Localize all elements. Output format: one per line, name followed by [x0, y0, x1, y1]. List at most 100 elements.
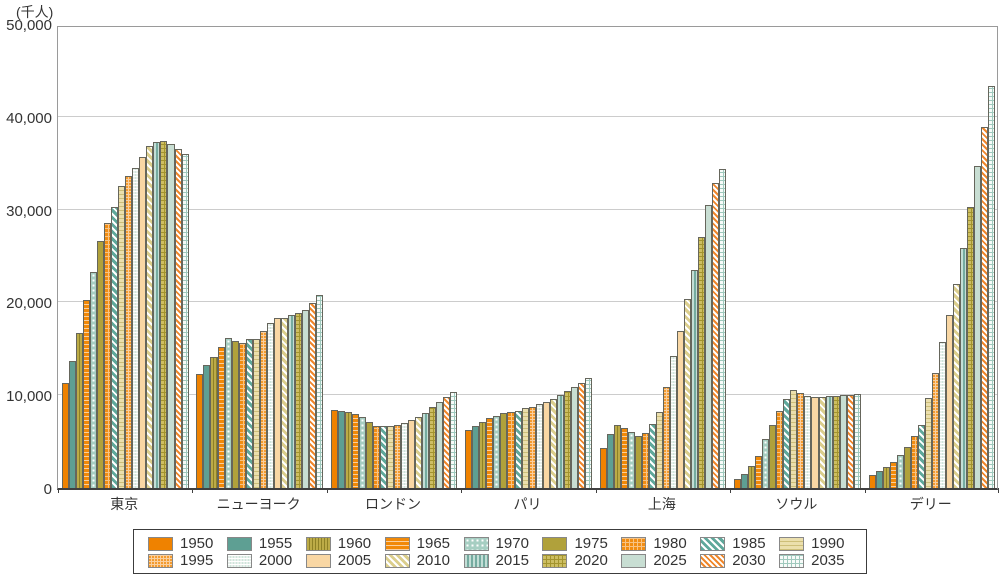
bar-デリー-1980	[910, 436, 918, 488]
bar-パリ-1950	[465, 430, 473, 488]
bar-ロンドン-1955	[337, 411, 345, 488]
legend-label: 2035	[811, 551, 845, 569]
bar-group	[865, 27, 999, 488]
legend: 1950 1955 1960 1965 1970 1975 1980 1985 1990 1995…	[133, 529, 867, 574]
bar-ニューヨーク-1955	[203, 365, 211, 488]
bar-上海-2005	[677, 331, 685, 488]
bar-上海-1970	[627, 432, 635, 488]
bar-東京-1990	[118, 186, 126, 488]
bar-ニューヨーク-1950	[196, 374, 204, 488]
bar-東京-2035	[181, 154, 189, 488]
bar-ニューヨーク-1965	[217, 347, 225, 488]
bar-ニューヨーク-1975	[231, 341, 239, 488]
bar-ソウル-2030	[846, 395, 854, 488]
bar-ロンドン-1990	[387, 426, 395, 488]
bar-パリ-2000	[535, 404, 543, 488]
legend-swatch-1995	[148, 553, 173, 568]
bar-ロンドン-1950	[330, 410, 338, 488]
legend-label: 1995	[180, 551, 214, 569]
bar-ソウル-2025	[839, 395, 847, 488]
bar-ニューヨーク-1990	[252, 339, 260, 488]
bar-ソウル-1960	[748, 466, 756, 488]
legend-item-1960: 1960	[305, 535, 385, 552]
legend-label: 2020	[574, 551, 608, 569]
bar-上海-2025	[705, 205, 713, 488]
x-axis-tick	[192, 488, 194, 493]
bar-ロンドン-1980	[373, 426, 381, 488]
bar-group	[461, 27, 595, 488]
legend-label: 2030	[732, 551, 766, 569]
bar-ソウル-2010	[818, 397, 826, 488]
bar-ロンドン-1970	[358, 417, 366, 488]
bar-東京-2005	[139, 157, 147, 488]
x-axis-tick	[461, 488, 463, 493]
bar-ロンドン-2000	[401, 423, 409, 488]
bar-ロンドン-2010	[415, 417, 423, 488]
bar-パリ-2025	[570, 387, 578, 488]
plot-area	[57, 26, 999, 493]
bar-デリー-2010	[952, 284, 960, 488]
bar-東京-1985	[111, 207, 119, 488]
y-tick-label: 30,000	[6, 202, 52, 220]
legend-label: 1965	[416, 534, 451, 552]
legend-label: 1985	[732, 534, 766, 552]
bar-デリー-2015	[959, 248, 967, 488]
x-category-label: ソウル	[775, 496, 818, 512]
bar-パリ-2030	[577, 383, 585, 488]
bar-ロンドン-1995	[394, 425, 402, 488]
bar-ロンドン-2020	[429, 407, 437, 488]
x-category-label: ロンドン	[365, 496, 422, 512]
bar-ソウル-2015	[825, 396, 833, 488]
bar-ソウル-2005	[811, 397, 819, 488]
legend-swatch-2030	[700, 553, 726, 568]
bar-パリ-2010	[549, 399, 557, 488]
y-tick-label: 40,000	[6, 109, 52, 127]
bar-デリー-1995	[931, 373, 939, 488]
bar-パリ-2005	[542, 402, 550, 488]
x-axis-tick	[730, 488, 732, 493]
legend-swatch-2010	[384, 553, 410, 568]
bar-上海-1965	[620, 428, 628, 488]
bar-デリー-1960	[882, 467, 890, 488]
legend-item-2000: 2000	[226, 552, 306, 569]
legend-item-1995: 1995	[148, 551, 227, 569]
y-tick-label: 10,000	[6, 388, 52, 406]
x-axis-tick	[58, 488, 59, 493]
y-tick-label: 20,000	[6, 295, 52, 313]
legend-label: 2005	[337, 551, 372, 569]
legend-swatch-1990	[779, 536, 805, 551]
gridline	[58, 301, 997, 303]
bar-東京-2025	[167, 144, 175, 488]
bar-ロンドン-1975	[366, 422, 374, 488]
legend-label: 2025	[653, 551, 687, 569]
bar-ニューヨーク-2025	[301, 310, 309, 488]
bar-デリー-2000	[938, 342, 946, 488]
bar-group	[58, 27, 192, 488]
bar-上海-1980	[641, 433, 649, 488]
bar-ニューヨーク-1985	[245, 339, 253, 488]
x-category-label: 東京	[110, 496, 139, 512]
bar-ロンドン-2035	[450, 392, 458, 488]
legend-swatch-2025	[621, 553, 647, 568]
bar-パリ-1985	[514, 411, 522, 488]
bar-ニューヨーク-2005	[273, 318, 281, 488]
bar-上海-2015	[691, 270, 699, 488]
bar-デリー-2030	[981, 127, 989, 488]
bar-ソウル-1985	[783, 399, 791, 488]
bar-デリー-1990	[924, 398, 932, 488]
legend-swatch-1975	[542, 536, 568, 551]
bar-デリー-1975	[903, 447, 911, 488]
bar-東京-1955	[69, 361, 77, 488]
y-tick-label: 0	[43, 481, 52, 498]
bar-東京-1950	[62, 383, 70, 488]
bar-デリー-1950	[868, 475, 876, 488]
bar-東京-1995	[125, 176, 133, 488]
bar-東京-1965	[83, 300, 91, 488]
bar-東京-1975	[97, 241, 105, 488]
bar-パリ-2035	[584, 378, 592, 488]
legend-swatch-1960	[305, 536, 331, 551]
bar-ニューヨーク-2035	[315, 295, 323, 488]
bar-ソウル-2035	[853, 394, 861, 488]
bar-ロンドン-2030	[443, 397, 451, 488]
